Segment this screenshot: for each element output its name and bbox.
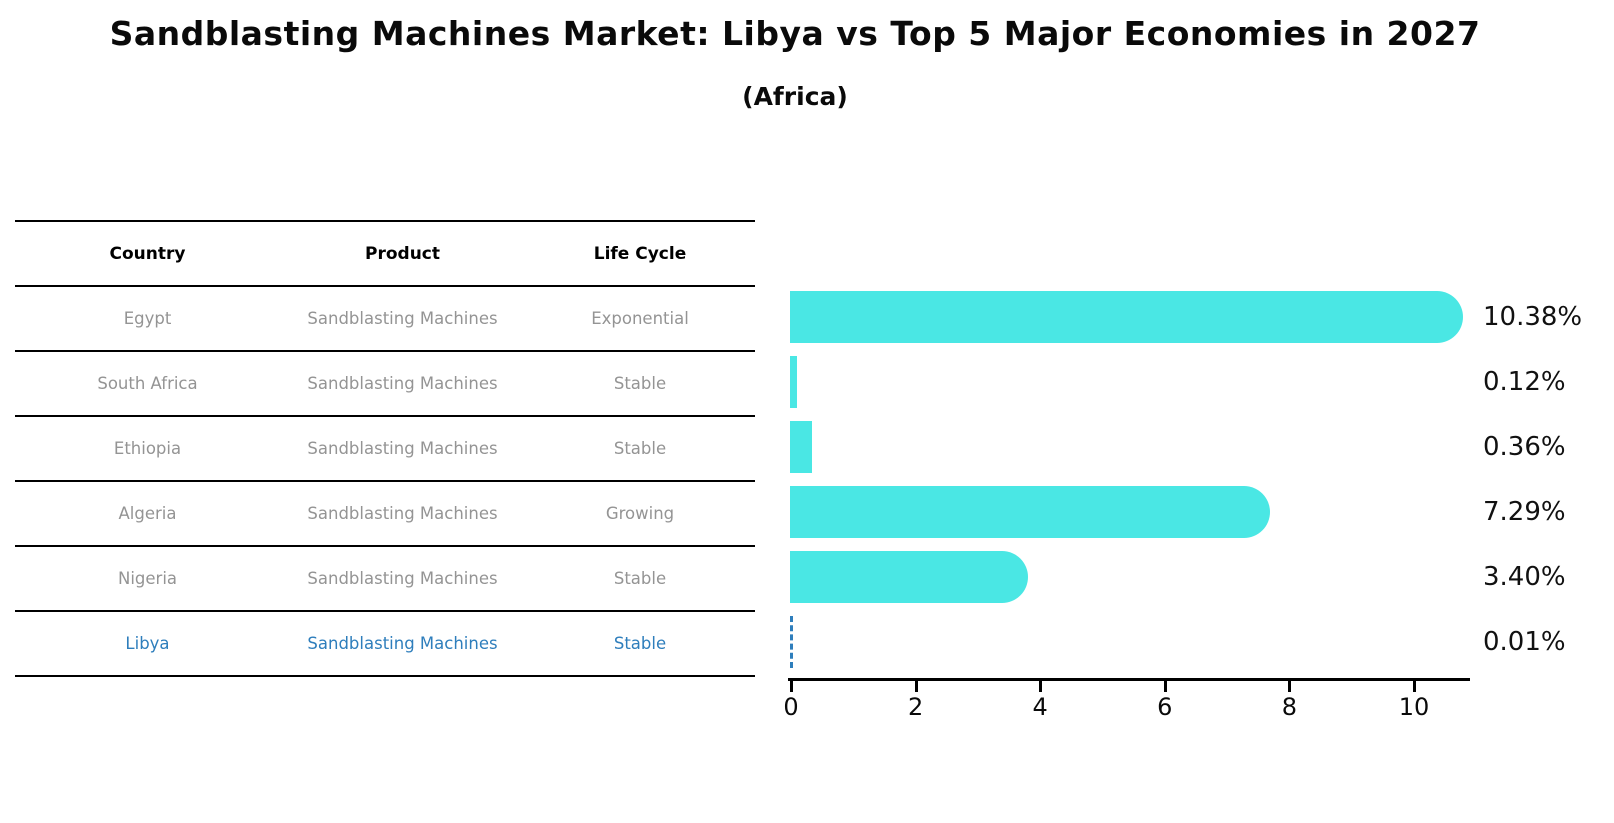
chart-row: 0.12%: [788, 350, 1614, 415]
table-row: Ethiopia Sandblasting Machines Stable: [15, 417, 755, 482]
bar-value-label: 0.12%: [1483, 367, 1566, 397]
cell-country: Libya: [125, 634, 170, 653]
chart-row: 3.40%: [788, 545, 1614, 610]
cell-country: Egypt: [123, 309, 172, 328]
bar-value-label: 7.29%: [1483, 497, 1566, 527]
table-body: Egypt Sandblasting Machines Exponential …: [15, 287, 755, 677]
bar-value-label: 10.38%: [1483, 302, 1583, 332]
bar: [790, 291, 1463, 343]
cell-country: Ethiopia: [113, 439, 182, 458]
column-header-product: Product: [365, 243, 440, 264]
cell-life-cycle: Stable: [613, 439, 667, 458]
x-tick-label: 2: [907, 693, 924, 721]
x-tick: [914, 681, 918, 692]
bar: [790, 486, 1271, 538]
x-tick-label: 0: [783, 693, 799, 721]
x-tick: [1163, 681, 1167, 692]
cell-product: Sandblasting Machines: [307, 439, 498, 458]
table-header-row: Country Product Life Cycle: [15, 222, 755, 287]
bar-value-label: 0.01%: [1483, 627, 1566, 657]
bar: [790, 551, 1028, 603]
country-table: Country Product Life Cycle Egypt Sandbla…: [15, 220, 755, 677]
cell-country: Algeria: [118, 504, 177, 523]
x-tick: [1288, 681, 1292, 692]
cell-country: South Africa: [97, 374, 198, 393]
column-header-country: Country: [109, 243, 186, 264]
cell-product: Sandblasting Machines: [307, 309, 498, 328]
chart-subtitle: (Africa): [742, 82, 848, 111]
chart-row: 0.01%: [788, 610, 1614, 675]
cell-life-cycle: Growing: [605, 504, 675, 523]
column-header-life-cycle: Life Cycle: [593, 243, 687, 264]
cell-life-cycle: Exponential: [591, 309, 689, 328]
bar-chart: 10.38% 0.12% 0.36% 7.29% 3.40% 0.01% 0 2 4…: [783, 285, 1614, 745]
bar: [790, 616, 793, 668]
cell-product: Sandblasting Machines: [307, 374, 498, 393]
chart-title: Sandblasting Machines Market: Libya vs T…: [109, 14, 1481, 53]
chart-row: 7.29%: [788, 480, 1614, 545]
x-axis-line: [788, 678, 1470, 681]
x-tick: [790, 681, 793, 692]
table-row: Egypt Sandblasting Machines Exponential: [15, 287, 755, 352]
x-tick: [1039, 681, 1043, 692]
cell-product: Sandblasting Machines: [307, 569, 498, 588]
x-tick-label: 4: [1032, 693, 1048, 721]
chart-row: 10.38%: [788, 285, 1614, 350]
chart-row: 0.36%: [788, 415, 1614, 480]
bar-value-label: 3.40%: [1483, 562, 1566, 592]
cell-life-cycle: Stable: [613, 569, 667, 588]
cell-life-cycle: Stable: [613, 374, 667, 393]
table-row: Libya Sandblasting Machines Stable: [15, 612, 755, 677]
bar-value-label: 0.36%: [1483, 432, 1566, 462]
cell-country: Nigeria: [117, 569, 178, 588]
table-row: Nigeria Sandblasting Machines Stable: [15, 547, 755, 612]
bar: [790, 421, 813, 473]
x-tick-label: 8: [1281, 693, 1298, 721]
x-tick: [1413, 681, 1416, 692]
cell-product: Sandblasting Machines: [307, 634, 498, 653]
x-tick-label: 6: [1157, 693, 1173, 721]
table-row: South Africa Sandblasting Machines Stabl…: [15, 352, 755, 417]
x-tick-label: 10: [1398, 693, 1430, 721]
cell-product: Sandblasting Machines: [307, 504, 498, 523]
table-row: Algeria Sandblasting Machines Growing: [15, 482, 755, 547]
bar: [790, 356, 798, 408]
cell-life-cycle: Stable: [613, 634, 667, 653]
